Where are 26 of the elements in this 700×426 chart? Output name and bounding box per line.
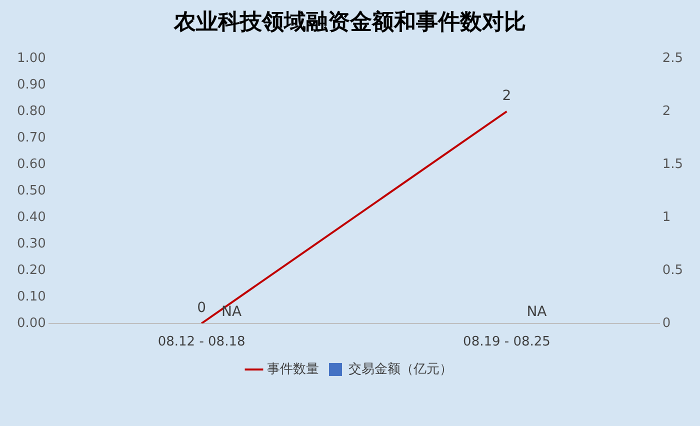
y-tick-label: 0.30 xyxy=(16,236,46,252)
legend-label: 交易金额（亿元） xyxy=(348,360,452,377)
x-tick-label: 08.12 - 08.18 xyxy=(158,334,246,350)
y-tick-label: 1.00 xyxy=(16,50,46,66)
text: NA xyxy=(222,304,242,320)
y2-tick-label: 0 xyxy=(662,316,671,331)
y2-tick-label: 2.5 xyxy=(662,50,684,66)
x-tick-label: 08.19 - 08.25 xyxy=(463,334,550,350)
y2-tick-label: 1.5 xyxy=(662,156,684,172)
legend-label: 事件数量 xyxy=(267,362,319,377)
y-tick-label: 0.50 xyxy=(16,183,46,198)
chart-title: 农业科技领域融资金额和事件数对比 xyxy=(173,8,526,35)
y-tick-label: 0.10 xyxy=(16,289,46,304)
y2-tick-label: 2 xyxy=(662,104,671,119)
y-tick-label: 0.90 xyxy=(16,77,46,92)
y2-tick-label: 1 xyxy=(662,210,671,225)
y-tick-label: 0.00 xyxy=(16,316,46,331)
y2-tick-label: 0.5 xyxy=(662,262,684,278)
y-tick-label: 0.40 xyxy=(16,210,46,225)
y-tick-label: 0.20 xyxy=(16,262,46,278)
y-tick-label: 0.70 xyxy=(16,130,46,146)
y-tick-label: 0.80 xyxy=(16,104,46,119)
text: NA xyxy=(526,304,547,320)
y-tick-label: 0.60 xyxy=(16,156,46,172)
data-label: 2 xyxy=(502,88,512,104)
data-label: 0 xyxy=(197,300,206,316)
